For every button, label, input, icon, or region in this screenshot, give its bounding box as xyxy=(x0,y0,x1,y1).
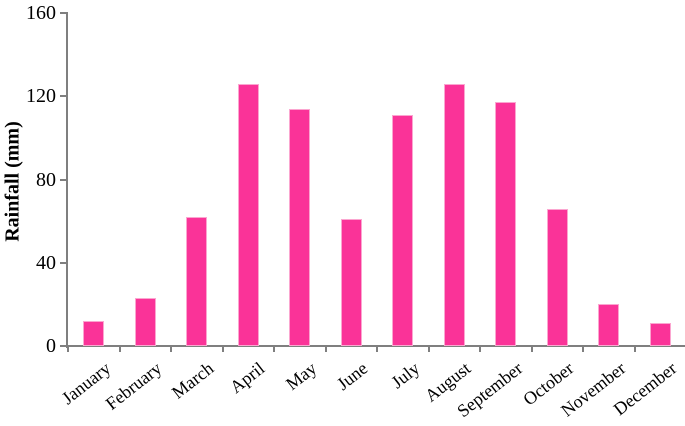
bar-january xyxy=(83,321,104,346)
bar-june xyxy=(341,219,362,346)
bar-april xyxy=(238,84,259,346)
bar-october xyxy=(547,209,568,346)
x-tick-label-july: July xyxy=(387,358,424,393)
bar-august xyxy=(444,84,465,346)
y-tick-label: 160 xyxy=(26,2,56,24)
bar-september xyxy=(495,102,516,346)
x-tick-label-march: March xyxy=(167,358,218,403)
x-tick-label-may: May xyxy=(281,358,321,395)
x-tick xyxy=(633,346,636,352)
x-axis-line xyxy=(61,345,685,347)
x-tick xyxy=(479,346,481,352)
y-tick xyxy=(60,345,68,347)
x-tick xyxy=(221,346,224,352)
x-tick xyxy=(170,346,172,352)
bar-december xyxy=(650,323,671,346)
y-tick xyxy=(60,178,68,181)
x-tick-label-june: June xyxy=(333,358,372,395)
y-tick-label: 80 xyxy=(36,168,56,191)
y-tick xyxy=(60,95,68,98)
y-axis-line xyxy=(66,13,68,348)
bar-july xyxy=(392,115,413,346)
bar-march xyxy=(186,217,207,346)
x-tick xyxy=(582,346,584,352)
bar-november xyxy=(598,304,619,346)
x-tick xyxy=(530,346,533,352)
x-tick xyxy=(427,346,430,352)
y-tick xyxy=(60,261,68,264)
y-tick-label: 0 xyxy=(46,335,56,357)
x-tick xyxy=(324,346,327,352)
y-tick-label: 40 xyxy=(36,251,56,274)
x-tick xyxy=(273,346,275,352)
bar-february xyxy=(135,298,156,346)
x-tick xyxy=(118,346,121,352)
x-tick xyxy=(376,346,378,352)
x-tick xyxy=(67,346,69,352)
x-tick-label-april: April xyxy=(226,358,269,398)
bar-may xyxy=(289,109,310,346)
y-tick-label: 120 xyxy=(26,85,56,108)
x-tick-label-february: February xyxy=(102,358,166,414)
y-tick xyxy=(60,12,68,14)
